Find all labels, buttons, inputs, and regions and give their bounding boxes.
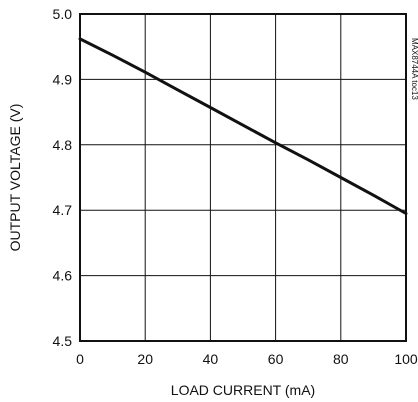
series-layer	[78, 37, 408, 215]
y-tick-label: 5.0	[53, 6, 73, 22]
x-tick-label: 100	[394, 351, 418, 367]
y-tick-label: 4.8	[53, 137, 73, 153]
y-tick-label: 4.9	[53, 71, 73, 87]
x-tick-labels: 0 20 40 60 80 100	[76, 351, 418, 367]
x-axis-label: LOAD CURRENT (mA)	[171, 382, 315, 398]
x-tick-label: 60	[268, 351, 284, 367]
x-tick-label: 80	[333, 351, 349, 367]
y-axis-label: OUTPUT VOLTAGE (V)	[7, 104, 23, 252]
y-tick-label: 4.7	[53, 202, 73, 218]
x-tick-label: 40	[203, 351, 219, 367]
x-tick-label: 20	[137, 351, 153, 367]
plot-frame	[79, 13, 407, 342]
series-line	[78, 37, 408, 215]
y-tick-label: 4.5	[53, 333, 73, 349]
y-tick-label: 4.6	[53, 268, 73, 284]
y-tick-labels: 4.5 4.6 4.7 4.8 4.9 5.0	[53, 6, 73, 349]
figure-id-note: MAX8744A toc13	[410, 38, 418, 100]
x-tick-label: 0	[76, 351, 84, 367]
